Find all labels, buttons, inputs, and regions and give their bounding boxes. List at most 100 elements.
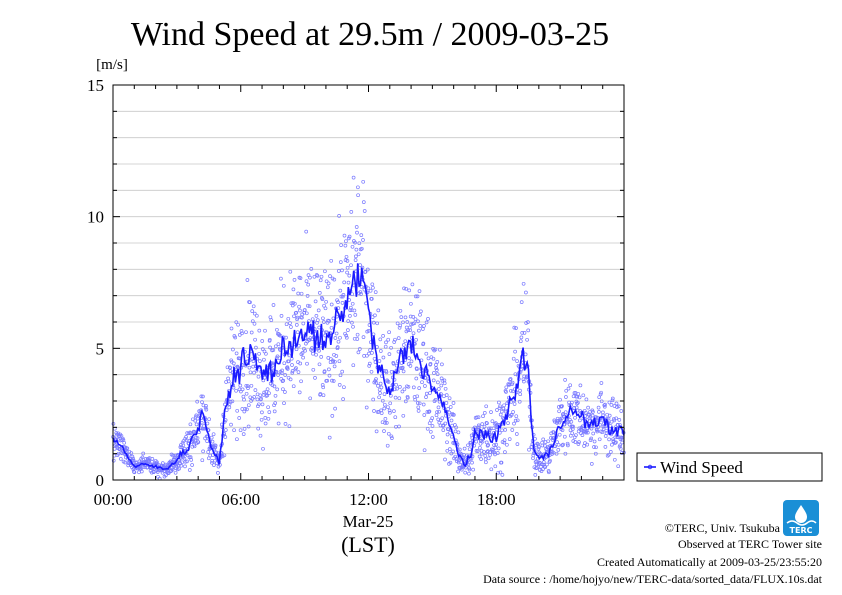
wind-speed-point xyxy=(589,436,594,441)
wind-speed-point xyxy=(585,430,590,435)
wind-speed-point xyxy=(192,444,197,449)
wind-speed-series-line xyxy=(112,263,625,471)
wind-speed-point xyxy=(619,409,624,413)
wind-speed-point xyxy=(200,400,204,404)
wind-speed-point xyxy=(610,396,615,401)
wind-speed-point xyxy=(275,387,280,392)
wind-speed-point xyxy=(275,354,280,359)
wind-speed-point xyxy=(386,380,391,384)
wind-speed-point xyxy=(586,405,590,410)
wind-speed-point xyxy=(497,400,501,405)
wind-speed-point xyxy=(589,462,594,466)
wind-speed-point xyxy=(194,413,199,418)
wind-speed-point xyxy=(591,410,595,414)
wind-speed-point xyxy=(273,401,278,405)
wind-speed-point xyxy=(213,445,218,450)
wind-speed-point xyxy=(560,404,564,408)
wind-speed-point xyxy=(173,470,178,475)
wind-speed-point xyxy=(514,432,519,436)
wind-speed-point xyxy=(288,321,292,325)
wind-speed-point xyxy=(330,414,335,418)
wind-speed-point xyxy=(430,435,435,439)
wind-speed-point xyxy=(139,469,144,474)
wind-speed-point xyxy=(584,397,589,402)
wind-speed-point xyxy=(299,379,303,384)
wind-speed-point xyxy=(326,281,331,286)
wind-speed-point xyxy=(425,410,430,414)
wind-speed-point xyxy=(292,301,297,306)
wind-speed-point xyxy=(344,239,348,244)
wind-speed-point xyxy=(351,324,355,329)
wind-speed-point xyxy=(317,291,322,295)
wind-speed-point xyxy=(232,428,236,433)
wind-speed-point xyxy=(451,401,456,405)
wind-speed-point xyxy=(600,430,605,435)
wind-speed-point xyxy=(231,347,235,352)
wind-speed-point xyxy=(343,243,348,248)
wind-speed-point xyxy=(351,363,356,368)
wind-speed-point xyxy=(252,311,257,316)
wind-speed-point xyxy=(299,291,304,296)
wind-speed-point xyxy=(542,464,547,469)
wind-speed-point xyxy=(386,431,391,436)
wind-speed-point xyxy=(306,282,311,287)
wind-speed-point xyxy=(389,434,394,439)
wind-speed-point xyxy=(369,297,374,301)
wind-speed-point xyxy=(416,409,421,413)
wind-speed-point xyxy=(240,387,245,392)
wind-speed-point xyxy=(408,328,412,333)
wind-speed-point xyxy=(551,450,556,455)
wind-speed-point xyxy=(480,439,485,444)
wind-speed-point xyxy=(599,390,603,395)
wind-speed-point xyxy=(340,301,345,305)
wind-speed-point xyxy=(362,209,367,213)
wind-speed-point xyxy=(592,445,596,449)
wind-speed-point xyxy=(566,443,570,448)
wind-speed-point xyxy=(565,441,570,446)
wind-speed-point xyxy=(418,312,422,317)
wind-speed-point xyxy=(405,320,410,324)
wind-speed-point xyxy=(543,465,548,469)
wind-speed-point xyxy=(421,402,426,407)
wind-speed-point xyxy=(398,385,402,389)
wind-speed-point xyxy=(435,410,439,414)
wind-speed-point xyxy=(492,450,497,455)
wind-speed-point xyxy=(610,442,614,447)
wind-speed-point xyxy=(319,355,324,359)
wind-speed-point xyxy=(184,435,188,439)
wind-speed-point xyxy=(515,418,520,423)
wind-speed-point xyxy=(391,361,396,366)
wind-speed-point xyxy=(276,421,281,426)
wind-speed-point xyxy=(374,380,379,385)
wind-speed-point xyxy=(111,458,116,463)
wind-speed-point xyxy=(258,393,263,398)
wind-speed-point xyxy=(312,274,317,279)
wind-speed-point xyxy=(498,404,502,409)
wind-speed-point xyxy=(520,331,525,335)
wind-speed-point xyxy=(383,421,387,425)
wind-speed-point xyxy=(456,469,460,474)
wind-speed-point xyxy=(376,308,381,313)
wind-speed-point xyxy=(519,335,524,340)
wind-speed-point xyxy=(494,442,498,447)
wind-speed-point xyxy=(338,288,343,293)
wind-speed-point xyxy=(447,447,452,451)
wind-speed-point xyxy=(420,380,424,385)
wind-speed-point xyxy=(370,351,374,355)
wind-speed-point xyxy=(409,301,413,306)
wind-speed-point xyxy=(571,424,575,429)
wind-speed-point xyxy=(258,359,262,363)
wind-speed-point xyxy=(459,467,464,472)
wind-speed-point xyxy=(536,447,541,451)
wind-speed-point xyxy=(261,446,265,451)
wind-speed-point xyxy=(337,383,342,387)
wind-speed-point xyxy=(511,356,516,361)
wind-speed-point xyxy=(216,471,220,475)
wind-speed-point xyxy=(386,337,391,342)
wind-speed-point xyxy=(436,387,441,391)
wind-speed-point xyxy=(331,379,336,383)
wind-speed-point xyxy=(233,335,238,340)
wind-speed-point xyxy=(185,453,190,458)
wind-speed-point xyxy=(328,274,332,278)
wind-speed-point xyxy=(352,336,357,341)
